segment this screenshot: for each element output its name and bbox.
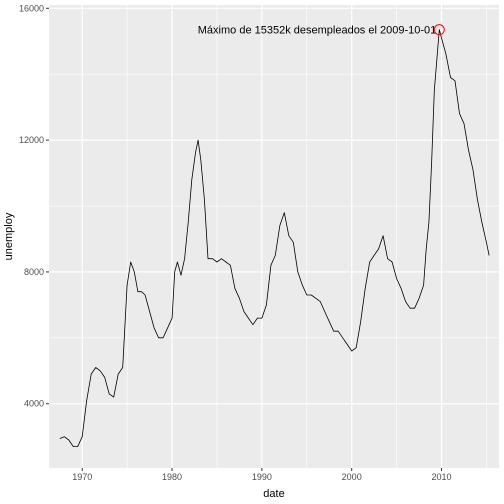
x-tick-label: 2000 [342, 472, 362, 482]
y-tick-label: 4000 [24, 399, 44, 409]
plot-panel [49, 5, 499, 468]
peak-annotation: Máximo de 15352k desempleados el 2009-10… [198, 25, 437, 37]
series-layer [59, 29, 490, 448]
tick-labels: 1970 1980 1990 2000 2010 4000 8000 12000 16000 [19, 3, 452, 482]
unemploy-series-line [59, 29, 490, 448]
grid-major [49, 5, 499, 468]
y-tick-label: 12000 [19, 135, 44, 145]
y-tick-label: 16000 [19, 3, 44, 13]
x-tick-label: 2010 [431, 472, 451, 482]
x-tick-label: 1980 [162, 472, 182, 482]
annotation-layer: Máximo de 15352k desempleados el 2009-10… [198, 24, 445, 37]
x-axis-title: date [263, 488, 284, 500]
x-tick-label: 1990 [252, 472, 272, 482]
axis-ticks [46, 7, 443, 471]
peak-highlight-marker [433, 24, 445, 36]
x-tick-label: 1970 [72, 472, 92, 482]
y-tick-label: 8000 [24, 267, 44, 277]
y-axis-title: unemploy [3, 212, 15, 260]
